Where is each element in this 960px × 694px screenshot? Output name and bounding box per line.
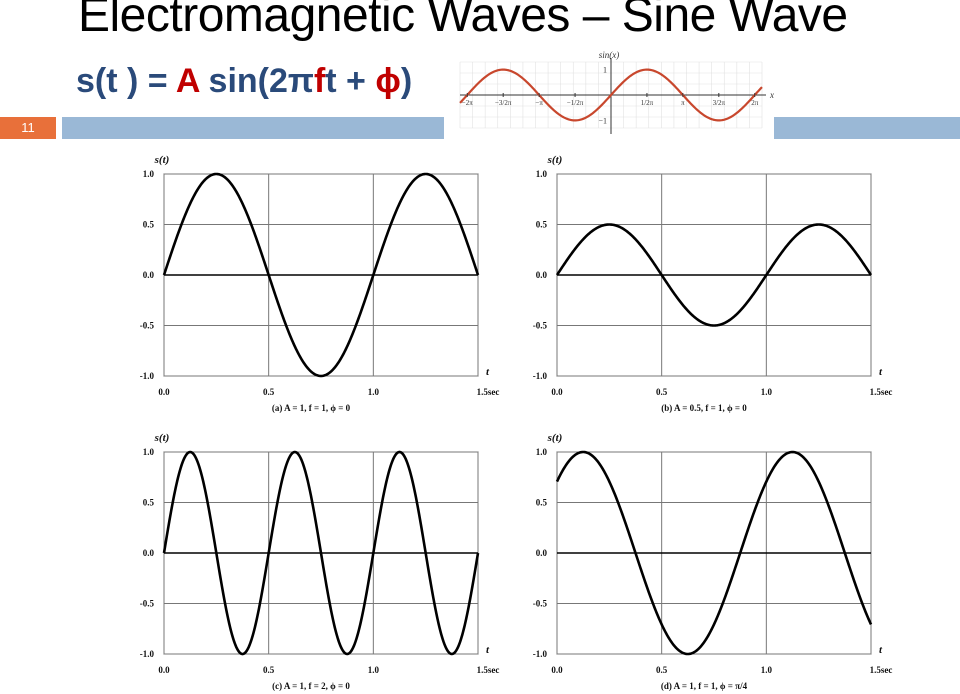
x-tick-label: 1.0 [368,665,380,675]
formula-part: sin(2π [199,62,314,100]
inset-y-tick-label: 1 [603,66,607,75]
formula-frequency: f [313,62,326,100]
y-tick-label: 0.0 [143,548,155,558]
y-tick-label: 0.5 [143,498,155,508]
y-tick-label: 0.5 [536,498,548,508]
panel-caption: (d) A = 1, f = 1, ϕ = π/4 [661,681,748,691]
y-tick-label: 1.0 [536,447,548,457]
y-tick-label: -1.0 [533,371,548,381]
formula-part: s(t ) = [76,62,176,100]
inset-x-tick-label: −1/2π [567,99,584,107]
x-tick-label: 1.0 [761,665,773,675]
x-tick-label: 1.5sec [477,665,500,675]
inset-y-axis-label: sin(x) [599,50,620,60]
x-axis-label: t [486,366,490,378]
inset-x-tick-label: −3/2π [495,99,512,107]
chart-panel-c: 1.00.50.0-0.5-1.00.0 0.5 1.0 1.5secs(t)t(c)… [140,432,500,691]
chart-panel-a: 1.00.50.0-0.5-1.00.0 0.5 1.0 1.5secs(t)t(a)… [140,154,500,413]
inset-x-tick-label: −π [535,99,543,107]
x-tick-label: 1.5sec [477,387,500,397]
chart-panel-b: 1.00.50.0-0.5-1.00.0 0.5 1.0 1.5secs(t)t(b)… [533,154,893,413]
x-tick-label: 0.0 [551,387,563,397]
x-tick-label: 1.0 [761,387,773,397]
x-tick-label: 1.5sec [870,387,893,397]
y-axis-label: s(t) [547,154,563,166]
y-tick-label: 1.0 [536,169,548,179]
panel-caption: (b) A = 0.5, f = 1, ϕ = 0 [661,403,747,413]
y-axis-label: s(t) [154,154,170,166]
inset-x-axis-label: x [769,90,774,100]
inset-sine-line [459,68,763,122]
x-tick-label: 0.5 [263,387,275,397]
slide-title: Electromagnetic Waves – Sine Wave [78,0,848,42]
y-tick-label: -1.0 [140,371,155,381]
formula-amplitude: A [175,62,200,100]
sine-series-line [162,172,480,378]
formula-part: t + [325,62,376,100]
panel-caption: (c) A = 1, f = 2, ϕ = 0 [272,681,350,691]
x-tick-label: 1.5sec [870,665,893,675]
formula-phase: ϕ [375,62,401,100]
x-tick-label: 0.0 [551,665,563,675]
x-tick-label: 0.0 [158,665,170,675]
y-tick-label: 0.5 [143,220,155,230]
x-axis-label: t [879,644,883,656]
y-axis-label: s(t) [154,432,170,444]
x-tick-label: 0.5 [656,665,668,675]
inset-x-tick-label: −2π [462,99,473,107]
y-axis-label: s(t) [547,432,563,444]
inset-x-tick-label: 3/2π [713,99,726,107]
y-tick-label: -0.5 [140,321,155,331]
inset-sine-chart: −2π −3/2π −π −1/2π 1/2π π 3/2π 2π 1 −1 sin(x) x [459,50,774,134]
x-axis-label: t [879,366,883,378]
panel-caption: (a) A = 1, f = 1, ϕ = 0 [272,403,351,413]
y-tick-label: 0.0 [536,270,548,280]
y-tick-label: -0.5 [533,321,548,331]
inset-x-tick-label: 2π [751,99,759,107]
x-tick-label: 0.5 [656,387,668,397]
sine-series-line [555,450,873,656]
x-tick-label: 0.0 [158,387,170,397]
chart-panel-d: 1.00.50.0-0.5-1.00.0 0.5 1.0 1.5secs(t)t(d)… [533,432,893,691]
y-tick-label: -1.0 [533,649,548,659]
y-tick-label: 1.0 [143,447,155,457]
accent-band-left [62,117,444,139]
inset-y-tick-label: −1 [598,116,607,125]
formula-part: ) [400,62,413,100]
y-tick-label: 0.5 [536,220,548,230]
accent-band-right [774,117,960,139]
inset-x-tick-label: 1/2π [641,99,654,107]
x-axis-label: t [486,644,490,656]
sine-series-line [555,223,873,327]
y-tick-label: 0.0 [536,548,548,558]
y-tick-label: -1.0 [140,649,155,659]
slide-number: 11 [0,117,56,139]
x-tick-label: 0.5 [263,665,275,675]
y-tick-label: -0.5 [140,599,155,609]
inset-x-tick-label: π [681,99,685,107]
y-tick-label: 0.0 [143,270,155,280]
y-tick-label: -0.5 [533,599,548,609]
sine-formula: s(t ) = A sin(2πft + ϕ) [76,62,412,101]
y-tick-label: 1.0 [143,169,155,179]
sine-series-line [162,450,480,656]
x-tick-label: 1.0 [368,387,380,397]
